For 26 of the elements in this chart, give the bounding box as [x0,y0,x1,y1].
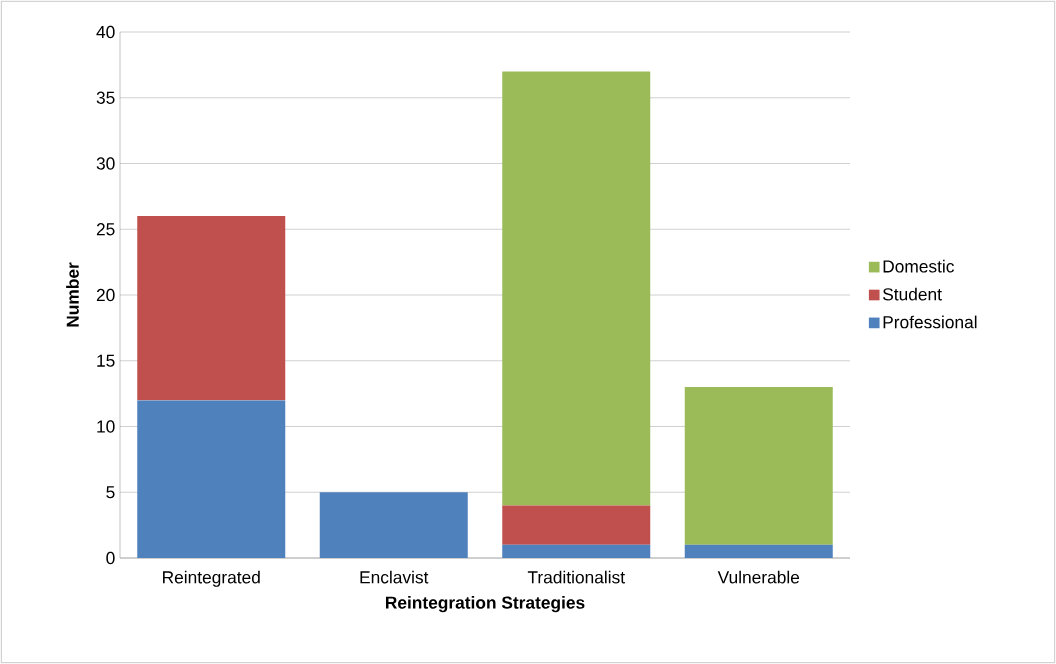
x-tick-label: Reintegrated [163,570,260,587]
y-tick-label: 30 [96,157,115,170]
bar [684,387,833,545]
legend-label: Student [883,287,942,301]
bar [502,544,651,558]
y-tick-label: 35 [96,91,115,104]
y-tick-label: 10 [97,420,115,433]
y-tick-label: 0 [106,551,115,565]
legend-label: Professional [883,315,977,329]
y-tick-label: 40 [96,25,115,39]
x-tick-label: Vulnerable [717,570,800,584]
x-axis-title: Reintegration Strategies [385,596,585,613]
legend-label: Domestic [883,259,954,273]
bar [502,505,651,545]
y-tick-label: 25 [96,223,115,236]
y-tick-label: 5 [106,486,115,499]
bar [684,544,833,558]
bar [137,216,286,401]
y-tick-label: 15 [97,354,115,367]
bar [319,492,468,558]
bar [502,71,651,506]
y-tick-label: 20 [96,288,115,302]
bar [137,400,286,558]
x-tick-label: Enclavist [360,570,429,584]
y-axis-title: Number [66,262,79,327]
x-tick-label: Traditionalist [527,570,625,584]
